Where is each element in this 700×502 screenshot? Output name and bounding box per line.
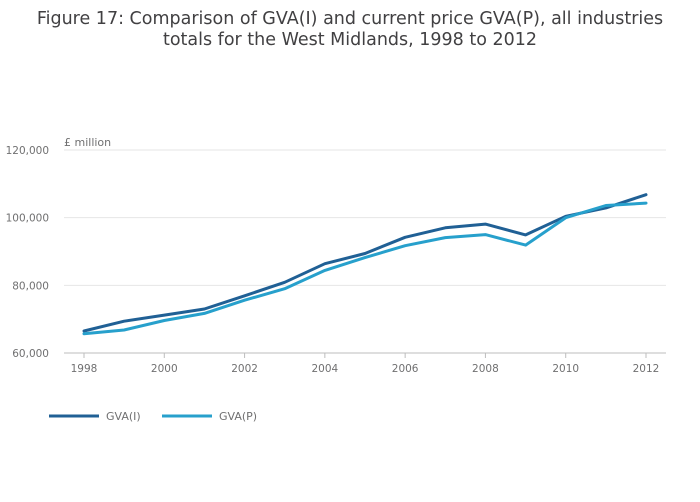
legend-label: GVA(I) (106, 410, 141, 423)
y-tick-label: 120,000 (6, 145, 49, 157)
x-axis: 1998 2000 2002 2004 2006 2008 2010 2012 (64, 352, 666, 375)
series-line-2 (82, 201, 648, 336)
y-tick-label: 60,000 (12, 348, 49, 360)
x-tick-label: 2012 (633, 363, 660, 375)
x-tick-label: 1998 (71, 363, 98, 375)
x-tick-label: 2006 (392, 363, 419, 375)
x-tick-label: 2008 (472, 363, 499, 375)
x-tick-label: 2002 (231, 363, 258, 375)
chart-title-line-1: Figure 17: Comparison of GVA(I) and curr… (37, 9, 663, 29)
y-tick-label: 100,000 (6, 213, 49, 225)
x-tick-label: 2010 (552, 363, 579, 375)
series-line-1 (82, 193, 648, 333)
y-tick-label: 80,000 (12, 280, 49, 292)
x-tick-label: 2004 (311, 363, 338, 375)
series-lines (82, 193, 648, 336)
legend-label: GVA(P) (219, 410, 257, 423)
legend: GVA(I) GVA(P) (49, 410, 257, 423)
chart-title-line-2: totals for the West Midlands, 1998 to 20… (163, 30, 537, 50)
gridlines: 60,000 80,000 100,000 120,000 (6, 145, 666, 360)
y-axis-unit-label: £ million (64, 136, 111, 149)
x-tick-label: 2000 (151, 363, 178, 375)
